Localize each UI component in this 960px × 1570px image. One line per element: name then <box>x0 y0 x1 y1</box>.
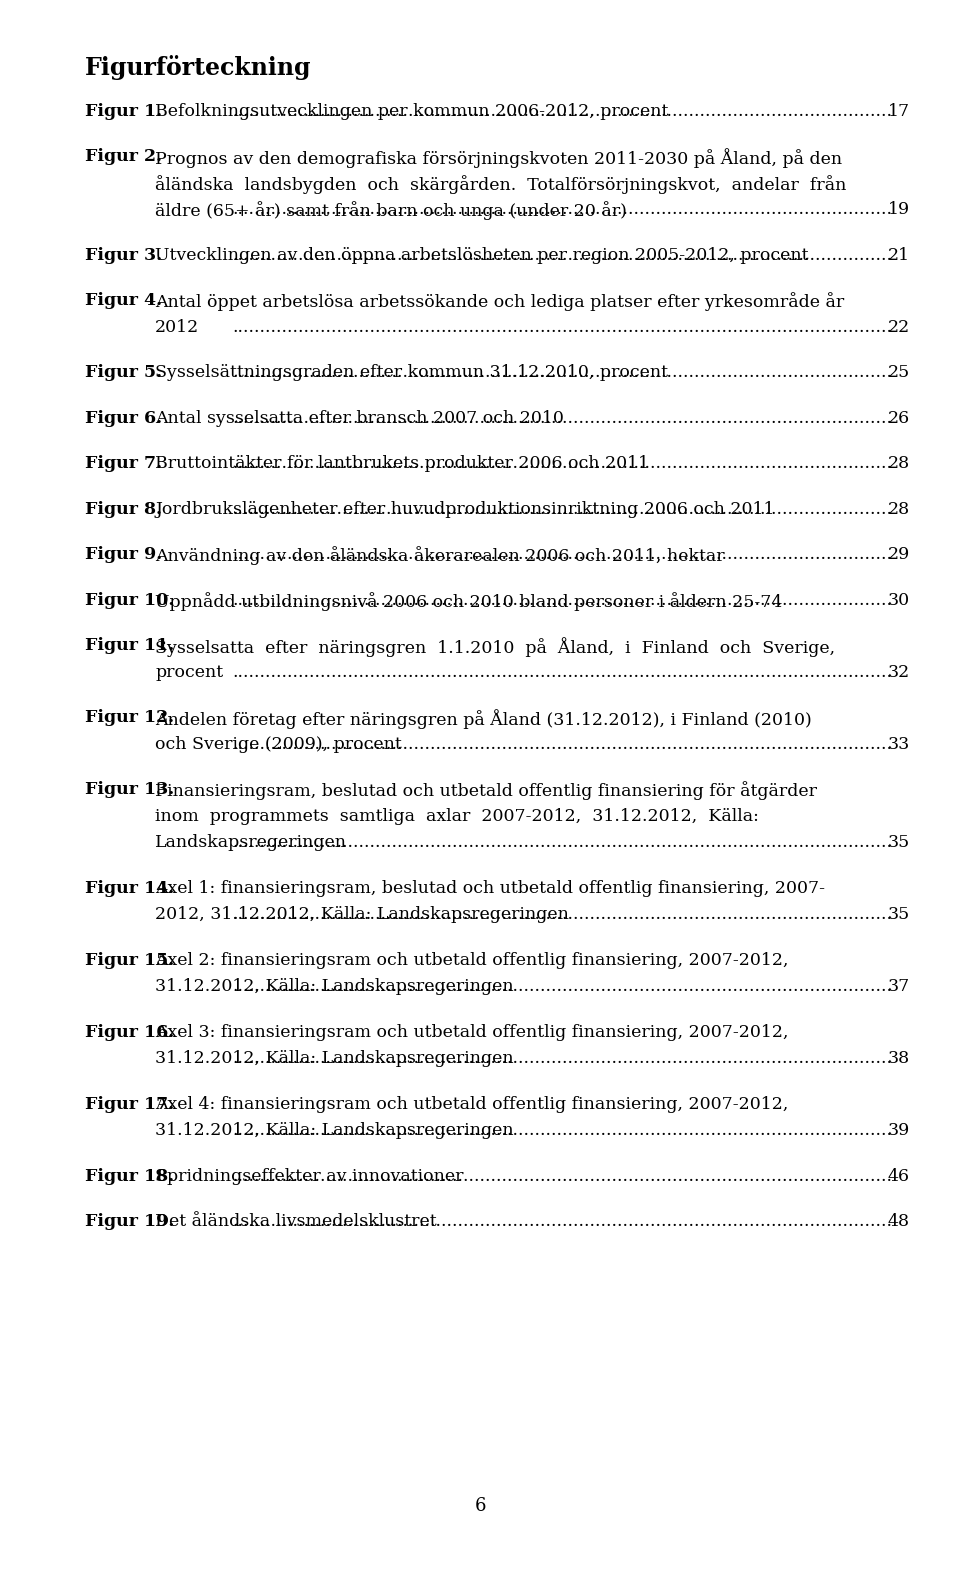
Text: äldre (65+ år) samt från barn och unga (under 20 år): äldre (65+ år) samt från barn och unga (… <box>155 201 627 220</box>
Text: 28: 28 <box>888 455 910 473</box>
Text: Antal sysselsatta efter bransch 2007 och 2010: Antal sysselsatta efter bransch 2007 och… <box>155 410 564 427</box>
Text: 48: 48 <box>888 1214 910 1231</box>
Text: Sysselsatta  efter  näringsgren  1.1.2010  på  Åland,  i  Finland  och  Sverige,: Sysselsatta efter näringsgren 1.1.2010 p… <box>155 637 835 658</box>
Text: ................................................................................: ........................................… <box>232 201 892 218</box>
Text: 6: 6 <box>474 1498 486 1515</box>
Text: Axel 3: finansieringsram och utbetald offentlig finansiering, 2007-2012,: Axel 3: finansieringsram och utbetald of… <box>155 1024 788 1041</box>
Text: ................................................................................: ........................................… <box>232 364 892 382</box>
Text: 28: 28 <box>888 501 910 518</box>
Text: åländska  landsbygden  och  skärgården.  Totalförsörjningskvot,  andelar  från: åländska landsbygden och skärgården. Tot… <box>155 174 847 193</box>
Text: ................................................................................: ........................................… <box>232 546 892 564</box>
Text: ................................................................................: ........................................… <box>232 1123 892 1140</box>
Text: Figur 8.: Figur 8. <box>85 501 162 518</box>
Text: procent: procent <box>155 664 223 681</box>
Text: Figur 12.: Figur 12. <box>85 710 174 727</box>
Text: 31.12.2012, Källa: Landskapsregeringen: 31.12.2012, Källa: Landskapsregeringen <box>155 1123 514 1140</box>
Text: Antal öppet arbetslösa arbetssökande och lediga platser efter yrkesområde år: Antal öppet arbetslösa arbetssökande och… <box>155 292 844 311</box>
Text: Figur 13.: Figur 13. <box>85 782 175 798</box>
Text: Sysselsättningsgraden efter kommun 31.12.2010, procent: Sysselsättningsgraden efter kommun 31.12… <box>155 364 668 382</box>
Text: ................................................................................: ........................................… <box>232 1168 892 1185</box>
Text: 2012, 31.12.2012, Källa: Landskapsregeringen: 2012, 31.12.2012, Källa: Landskapsregeri… <box>155 906 569 923</box>
Text: ................................................................................: ........................................… <box>232 978 892 995</box>
Text: Figur 17.: Figur 17. <box>85 1096 175 1113</box>
Text: Jordbrukslägenheter efter huvudproduktionsinriktning 2006 och 2011: Jordbrukslägenheter efter huvudproduktio… <box>155 501 775 518</box>
Text: 25: 25 <box>888 364 910 382</box>
Text: inom  programmets  samtliga  axlar  2007-2012,  31.12.2012,  Källa:: inom programmets samtliga axlar 2007-201… <box>155 807 758 824</box>
Text: 31.12.2012, Källa: Landskapsregeringen: 31.12.2012, Källa: Landskapsregeringen <box>155 978 514 995</box>
Text: 2012: 2012 <box>155 319 200 336</box>
Text: 46: 46 <box>888 1168 910 1185</box>
Text: ................................................................................: ........................................… <box>232 592 892 609</box>
Text: ................................................................................: ........................................… <box>232 736 892 752</box>
Text: 21: 21 <box>888 246 910 264</box>
Text: ................................................................................: ........................................… <box>232 319 892 336</box>
Text: Finansieringsram, beslutad och utbetald offentlig finansiering för åtgärder: Finansieringsram, beslutad och utbetald … <box>155 782 817 801</box>
Text: Axel 2: finansieringsram och utbetald offentlig finansiering, 2007-2012,: Axel 2: finansieringsram och utbetald of… <box>155 951 788 969</box>
Text: Figurförteckning: Figurförteckning <box>85 55 311 80</box>
Text: 35: 35 <box>888 834 910 851</box>
Text: Axel 4: finansieringsram och utbetald offentlig finansiering, 2007-2012,: Axel 4: finansieringsram och utbetald of… <box>155 1096 788 1113</box>
Text: ................................................................................: ........................................… <box>232 246 892 264</box>
Text: Figur 10.: Figur 10. <box>85 592 175 609</box>
Text: Figur 2.: Figur 2. <box>85 148 162 165</box>
Text: 37: 37 <box>888 978 910 995</box>
Text: Utvecklingen av den öppna arbetslösheten per region 2005-2012, procent: Utvecklingen av den öppna arbetslösheten… <box>155 246 808 264</box>
Text: ................................................................................: ........................................… <box>232 1050 892 1068</box>
Text: Figur 3.: Figur 3. <box>85 246 162 264</box>
Text: Figur 16.: Figur 16. <box>85 1024 175 1041</box>
Text: ................................................................................: ........................................… <box>232 664 892 681</box>
Text: ................................................................................: ........................................… <box>232 1214 892 1231</box>
Text: Figur 18.: Figur 18. <box>85 1168 174 1185</box>
Text: och Sverige (2009), procent: och Sverige (2009), procent <box>155 736 401 752</box>
Text: Figur 4.: Figur 4. <box>85 292 162 309</box>
Text: ................................................................................: ........................................… <box>232 455 892 473</box>
Text: Figur 15.: Figur 15. <box>85 951 175 969</box>
Text: 33: 33 <box>888 736 910 752</box>
Text: ................................................................................: ........................................… <box>232 501 892 518</box>
Text: 39: 39 <box>888 1123 910 1140</box>
Text: ................................................................................: ........................................… <box>232 906 892 923</box>
Text: Figur 1.: Figur 1. <box>85 102 162 119</box>
Text: Figur 19.: Figur 19. <box>85 1214 175 1231</box>
Text: Spridningseffekter av innovationer: Spridningseffekter av innovationer <box>155 1168 464 1185</box>
Text: 19: 19 <box>888 201 910 218</box>
Text: Figur 6.: Figur 6. <box>85 410 162 427</box>
Text: 32: 32 <box>888 664 910 681</box>
Text: 35: 35 <box>888 906 910 923</box>
Text: Figur 14.: Figur 14. <box>85 879 175 896</box>
Text: Uppnådd utbildningsnivå 2006 och 2010 bland personer i åldern 25-74: Uppnådd utbildningsnivå 2006 och 2010 bl… <box>155 592 782 611</box>
Text: Användning av den åländska åkerarealen 2006 och 2011, hektar: Användning av den åländska åkerarealen 2… <box>155 546 725 565</box>
Text: Figur 9.: Figur 9. <box>85 546 162 564</box>
Text: Prognos av den demografiska försörjningskvoten 2011-2030 på Åland, på den: Prognos av den demografiska försörjnings… <box>155 148 842 168</box>
Text: Figur 11.: Figur 11. <box>85 637 175 655</box>
Text: Det åländska livsmedelsklustret: Det åländska livsmedelsklustret <box>155 1214 437 1231</box>
Text: 29: 29 <box>888 546 910 564</box>
Text: Andelen företag efter näringsgren på Åland (31.12.2012), i Finland (2010): Andelen företag efter näringsgren på Åla… <box>155 710 812 728</box>
Text: Figur 5.: Figur 5. <box>85 364 162 382</box>
Text: Figur 7.: Figur 7. <box>85 455 162 473</box>
Text: ................................................................................: ........................................… <box>232 410 892 427</box>
Text: Befolkningsutvecklingen per kommun 2006-2012, procent: Befolkningsutvecklingen per kommun 2006-… <box>155 102 668 119</box>
Text: ................................................................................: ........................................… <box>232 834 892 851</box>
Text: 17: 17 <box>888 102 910 119</box>
Text: 26: 26 <box>888 410 910 427</box>
Text: Landskapsregeringen: Landskapsregeringen <box>155 834 347 851</box>
Text: 38: 38 <box>888 1050 910 1068</box>
Text: Bruttointäkter för lantbrukets produkter 2006 och 2011: Bruttointäkter för lantbrukets produkter… <box>155 455 649 473</box>
Text: 31.12.2012, Källa: Landskapsregeringen: 31.12.2012, Källa: Landskapsregeringen <box>155 1050 514 1068</box>
Text: Axel 1: finansieringsram, beslutad och utbetald offentlig finansiering, 2007-: Axel 1: finansieringsram, beslutad och u… <box>155 879 825 896</box>
Text: 30: 30 <box>888 592 910 609</box>
Text: ................................................................................: ........................................… <box>232 102 892 119</box>
Text: 22: 22 <box>888 319 910 336</box>
